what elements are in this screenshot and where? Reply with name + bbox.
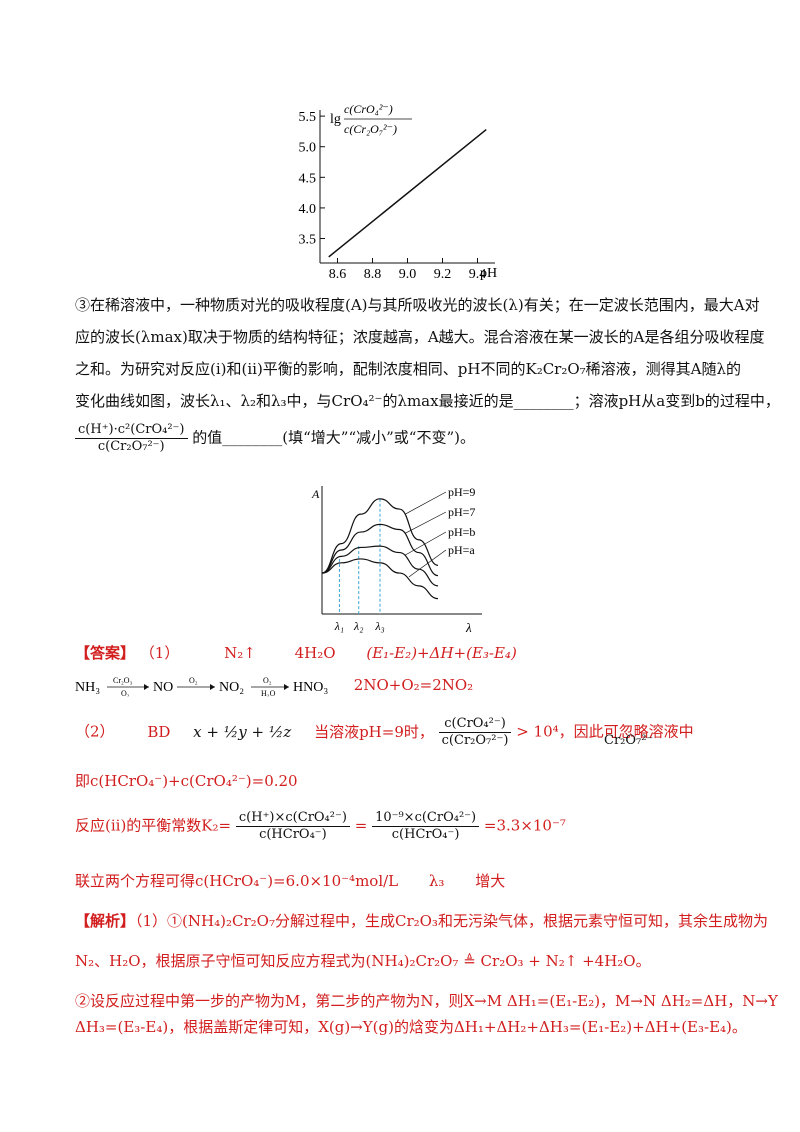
- question-line-2: 应的波长(λmax)取决于物质的结构特征；浓度越高，A越大。混合溶液在某一波长的…: [75, 328, 765, 346]
- question-line-1: ③在稀溶液中，一种物质对光的吸收程度(A)与其所吸收光的波长(λ)有关；在一定波…: [75, 296, 760, 314]
- curve-3: [321, 545, 439, 587]
- k2-frac1-num: c(H⁺)×c(CrO₄²⁻): [235, 810, 350, 827]
- analysis-line-4: ΔH₃=(E₃-E₄)，根据盖斯定律可知，X(g)→Y(g)的焓变为ΔH₁+ΔH…: [75, 1018, 747, 1036]
- ratio2-denominator: c(Cr₂O₇²⁻): [441, 733, 509, 748]
- lambda-tick-label: λ₁: [334, 619, 344, 633]
- x-tick-label: 8.6: [329, 267, 347, 282]
- analysis-label: 【解析】: [75, 912, 136, 930]
- x-axis-label: λ: [465, 620, 472, 635]
- answer-cr2o7: Cr₂O₇²⁻: [604, 733, 654, 748]
- y-tick-label: 4.5: [299, 171, 317, 186]
- answer-k2-lead: 反应(ii)的平衡常数K₂=: [75, 816, 232, 835]
- answer-part-1: （1）: [139, 644, 180, 662]
- absorbance-wavelength-chart: A λ pH=9 pH=7 pH=b pH=a λ₁ λ₂ λ₃: [311, 485, 482, 635]
- analysis-line-1: 【解析】（1）①(NH₄)₂Cr₂O₇分解过程中，生成Cr₂O₃和无污染气体，根…: [75, 910, 768, 932]
- answer-enthalpy: (E₁-E₂)+ΔH+(E₃-E₄): [366, 644, 517, 662]
- y-axis-label-lg: lg: [330, 112, 341, 127]
- legend-label: pH=b: [448, 525, 475, 539]
- answer-last-line: 联立两个方程可得c(HCrO₄⁻)=6.0×10⁻⁴mol/L λ₃ 增大: [75, 870, 505, 892]
- svg-text:NO: NO: [153, 680, 173, 695]
- legend-leader: [404, 531, 447, 556]
- answer-label: 【答案】: [75, 644, 136, 662]
- analysis-line-3: ②设反应过程中第一步的产物为M，第二步的产物为N，则X→M ΔH₁=(E₁-E₂…: [75, 992, 778, 1010]
- ratio-numerator: c(H⁺)·c²(CrO₄²⁻): [75, 422, 188, 439]
- ratio2-numerator: c(CrO₄²⁻): [438, 716, 512, 733]
- legend-label: pH=9: [448, 485, 475, 499]
- curve-1: [321, 498, 439, 574]
- x-axis-label: pH: [480, 266, 497, 281]
- ratio-denominator: c(Cr₂O₇²⁻): [97, 439, 165, 454]
- svg-text:O₂: O₂: [189, 676, 198, 685]
- ammonia-oxidation-chain: NH₃ Cr₂O₃ O₂ NO O₂ NO₂ O₂ H₂O HNO₃: [75, 676, 328, 698]
- y-tick-label: 5.5: [299, 110, 317, 125]
- answer-lambda3: λ₃: [428, 872, 445, 890]
- answer-hcro4-conc: 联立两个方程可得c(HCrO₄⁻)=6.0×10⁻⁴mol/L: [75, 872, 399, 890]
- answer-ph9: 当溶液pH=9时，: [314, 722, 434, 741]
- svg-text:NO₂: NO₂: [219, 680, 244, 695]
- y-tick-label: 4.0: [299, 202, 317, 217]
- y-axis-label-den: c(Cr₂O₇²⁻): [344, 122, 397, 136]
- ph-log-ratio-chart: 5.5 5.0 4.5 4.0 3.5 8.6 8.8 9.0 9.2 9.4 lg c(CrO…: [299, 102, 498, 282]
- y-tick-label: 5.0: [299, 141, 317, 156]
- svg-text:NH₃: NH₃: [75, 680, 100, 695]
- x-tick-label: 9.2: [434, 267, 452, 282]
- answer-k2-value: =3.3×10⁻⁷: [483, 816, 566, 835]
- curve-4: [321, 558, 439, 600]
- answer-ratio-tail: > 10⁴，因此可忽略溶液中: [516, 722, 694, 741]
- k2-frac1-den: c(HCrO₄⁻): [259, 827, 327, 842]
- y-axis-label: A: [311, 487, 320, 501]
- data-line: [328, 129, 487, 258]
- question-line-3: 之和。为研究对反应(ⅰ)和(ⅱ)平衡的影响，配制浓度相同、pH不同的K₂Cr₂O…: [75, 360, 742, 378]
- y-tick-label: 3.5: [299, 233, 317, 248]
- svg-text:O₂: O₂: [121, 689, 130, 697]
- answer-h2o: 4H₂O: [294, 644, 336, 662]
- question-line-5: c(H⁺)·c²(CrO₄²⁻) c(Cr₂O₇²⁻) 的值________(填“…: [75, 422, 475, 455]
- analysis-text-1: （1）①(NH₄)₂Cr₂O₇分解过程中，生成Cr₂O₃和无污染气体，根据元素守…: [135, 912, 768, 930]
- answer-xyz: x + ½y + ½z: [193, 722, 292, 741]
- answer-line-1: 【答案】 （1） N₂↑ 4H₂O (E₁-E₂)+ΔH+(E₃-E₄): [75, 642, 517, 664]
- x-tick-label: 9.0: [399, 267, 417, 282]
- svg-text:O₂: O₂: [263, 676, 272, 685]
- answer-bd: BD: [147, 722, 171, 741]
- k2-frac2-den: c(HCrO₄⁻): [391, 827, 460, 842]
- k2-frac2-num: 10⁻⁹×c(CrO₄²⁻): [372, 810, 480, 827]
- answer-line-2: （2） BD x + ½y + ½z 当溶液pH=9时， c(CrO₄²⁻) c(…: [75, 716, 694, 749]
- curve-2: [321, 523, 439, 577]
- legend-leader: [408, 549, 447, 578]
- x-tick-label: 8.8: [364, 267, 382, 282]
- question-line-4: 变化曲线如图，波长λ₁、λ₂和λ₃中，与CrO₄²⁻的λmax最接近的是____…: [75, 392, 780, 410]
- lambda-tick-label: λ₂: [353, 619, 363, 633]
- svg-text:H₂O: H₂O: [261, 689, 276, 697]
- svg-text:Cr₂O₃: Cr₂O₃: [113, 676, 133, 685]
- x-tick-label: 9.4: [469, 267, 487, 282]
- legend-label: pH=7: [448, 505, 475, 519]
- question-tail: 的值________(填“增大”“减小”或“不变”)。: [192, 428, 475, 447]
- answer-sum-line: 即c(HCrO₄⁻)+c(CrO₄²⁻)=0.20: [75, 772, 298, 790]
- answer-chain: NH₃ Cr₂O₃ O₂ NO O₂ NO₂ O₂ H₂O HNO₃ 2NO+O…: [75, 674, 474, 698]
- analysis-line-2: N₂、H₂O，根据原子守恒可知反应方程式为(NH₄)₂Cr₂O₇ ≜ Cr₂O₃…: [75, 952, 651, 970]
- legend-leader: [404, 511, 447, 534]
- answer-k2-line: 反应(ii)的平衡常数K₂= c(H⁺)×c(CrO₄²⁻) c(HCrO₄⁻) …: [75, 810, 566, 842]
- answer-no-oxidation: 2NO+O₂=2NO₂: [353, 676, 474, 694]
- answer-n2: N₂↑: [224, 644, 256, 662]
- answer-increase: 增大: [475, 872, 506, 890]
- legend-label: pH=a: [448, 543, 475, 557]
- y-axis-label-num: c(CrO₄²⁻): [344, 102, 393, 116]
- svg-text:HNO₃: HNO₃: [293, 680, 328, 695]
- legend-leader: [404, 491, 447, 515]
- lambda-tick-label: λ₃: [374, 619, 384, 633]
- answer-part-2: （2）: [75, 722, 115, 741]
